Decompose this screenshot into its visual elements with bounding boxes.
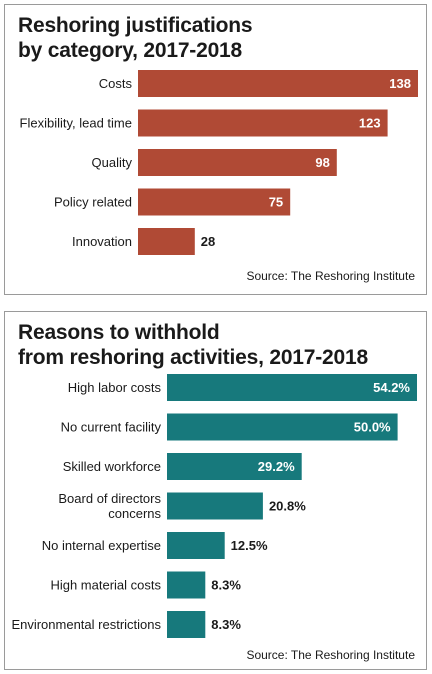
- source-note: Source: The Reshoring Institute: [246, 648, 415, 662]
- category-label: Skilled workforce: [63, 459, 161, 474]
- chart-panel-justifications: Reshoring justifications by category, 20…: [4, 4, 427, 295]
- value-label: 54.2%: [373, 380, 410, 395]
- chart-title: Reasons to withhold from reshoring activ…: [18, 320, 368, 370]
- bar: [167, 374, 417, 401]
- category-label: No current facility: [61, 420, 162, 435]
- chart-title-line-2: from reshoring activities, 2017-2018: [18, 346, 368, 369]
- value-label: 29.2%: [258, 459, 295, 474]
- category-label: concerns: [108, 506, 161, 521]
- bar: [138, 109, 388, 137]
- bar: [167, 453, 302, 480]
- bar: [138, 149, 337, 176]
- bar: [167, 492, 263, 520]
- category-label: High material costs: [50, 578, 161, 593]
- chart-title-line-2: by category, 2017-2018: [18, 39, 243, 62]
- bar-chart-withhold-reasons: High labor costs 54.2% No current facility…: [11, 374, 417, 638]
- bar: [138, 228, 195, 255]
- category-label: Quality: [92, 155, 133, 170]
- value-label: 98: [315, 155, 329, 170]
- bar-chart-justifications: Costs 138 Flexibility, lead time 123 Quality…: [20, 70, 418, 255]
- bar: [167, 532, 225, 559]
- value-label: 75: [269, 195, 283, 210]
- value-label: 50.0%: [354, 420, 391, 435]
- bar: [138, 70, 418, 97]
- chart-title-line-1: Reasons to withhold: [18, 321, 220, 344]
- value-label: 8.3%: [211, 617, 241, 632]
- chart-panel-withhold-reasons: Reasons to withhold from reshoring activ…: [4, 311, 427, 670]
- value-label: 8.3%: [211, 578, 241, 593]
- chart-title-line-1: Reshoring justifications: [18, 14, 253, 37]
- value-label: 138: [389, 76, 411, 91]
- bar: [138, 188, 291, 216]
- chart-title: Reshoring justifications by category, 20…: [18, 13, 253, 63]
- value-label: 123: [359, 116, 381, 131]
- category-label: Board of directors: [58, 491, 161, 506]
- source-note: Source: The Reshoring Institute: [246, 269, 415, 283]
- category-label: Flexibility, lead time: [20, 116, 132, 131]
- category-label: No internal expertise: [42, 538, 161, 553]
- value-label: 12.5%: [231, 538, 268, 553]
- category-label: Policy related: [54, 195, 132, 210]
- category-label: Costs: [99, 76, 133, 91]
- category-label: Environmental restrictions: [11, 617, 161, 632]
- bar: [167, 611, 206, 638]
- value-label: 28: [201, 234, 215, 249]
- category-label: Innovation: [72, 234, 132, 249]
- bar: [167, 413, 398, 441]
- value-label: 20.8%: [269, 499, 306, 514]
- category-label: High labor costs: [68, 380, 162, 395]
- bar: [167, 571, 206, 599]
